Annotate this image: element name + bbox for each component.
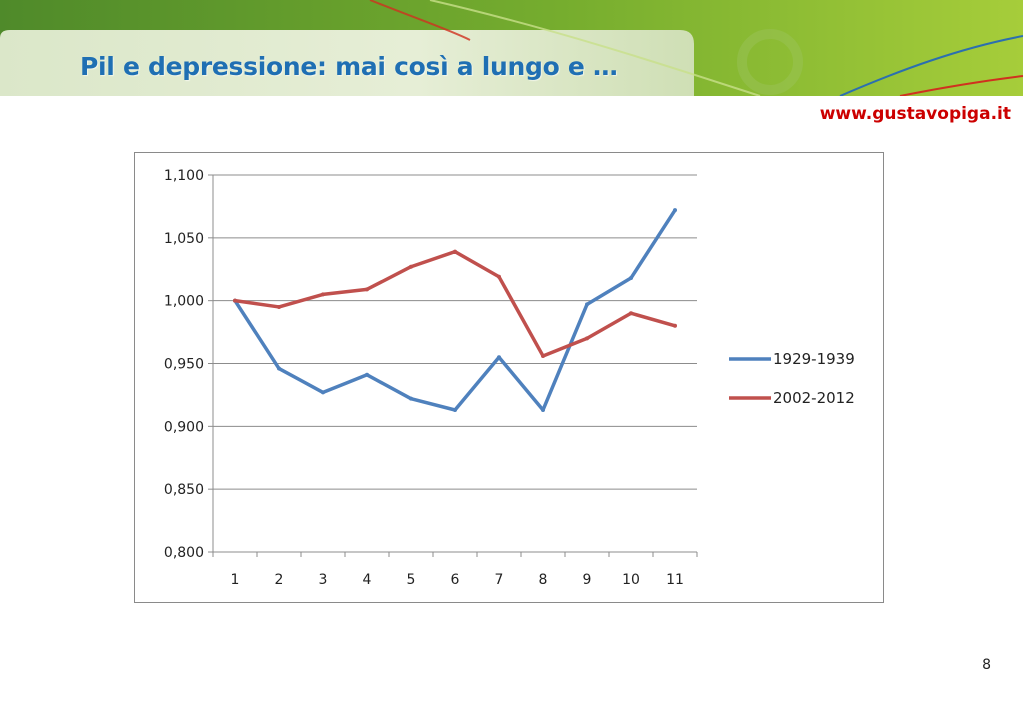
chart-frame: 0,800 0,850 0,900 0,950 1,000 1,050 1,100 1 2 3 4 5… xyxy=(134,152,884,603)
x-tick-label: 10 xyxy=(622,572,640,588)
y-tick-label: 1,100 xyxy=(164,168,204,184)
y-tick-label: 0,950 xyxy=(164,357,204,373)
x-tick-label: 8 xyxy=(539,572,548,588)
data-point-2002-2012 xyxy=(453,249,457,254)
header-banner xyxy=(0,0,1023,96)
y-tick-label: 1,000 xyxy=(164,294,204,310)
data-point-1929-1939 xyxy=(409,396,413,401)
series-line-2002-2012 xyxy=(233,249,677,358)
data-point-2002-2012 xyxy=(541,353,545,358)
data-point-2002-2012 xyxy=(409,264,413,269)
legend-label: 1929-1939 xyxy=(773,350,855,368)
x-tick-label: 9 xyxy=(583,572,592,588)
data-point-1929-1939 xyxy=(453,407,457,412)
slide-title: Pil e depressione: mai così a lungo e … xyxy=(80,52,618,81)
x-tick-label: 2 xyxy=(275,572,284,588)
data-point-1929-1939 xyxy=(541,407,545,412)
data-point-2002-2012 xyxy=(233,298,237,303)
data-point-2002-2012 xyxy=(277,304,281,309)
website-link[interactable]: www.gustavopiga.it xyxy=(819,104,1011,124)
y-tick-label: 0,800 xyxy=(164,545,204,561)
data-point-1929-1939 xyxy=(277,366,281,371)
data-point-1929-1939 xyxy=(673,208,677,213)
series-line-1929-1939 xyxy=(233,208,677,412)
data-point-2002-2012 xyxy=(673,323,677,328)
x-tick-label: 1 xyxy=(231,572,240,588)
page-number: 8 xyxy=(982,657,991,673)
x-tick-label: 7 xyxy=(495,572,504,588)
data-point-2002-2012 xyxy=(497,274,501,279)
data-point-1929-1939 xyxy=(629,276,633,281)
x-tick-label: 11 xyxy=(666,572,684,588)
x-tick-label: 4 xyxy=(363,572,372,588)
data-point-1929-1939 xyxy=(365,372,369,377)
header-logo-watermark xyxy=(737,29,803,95)
data-point-1929-1939 xyxy=(585,302,589,307)
y-tick-label: 0,850 xyxy=(164,482,204,498)
y-tick-label: 1,050 xyxy=(164,231,204,247)
data-point-2002-2012 xyxy=(629,311,633,316)
legend-label: 2002-2012 xyxy=(773,389,855,407)
x-tick-label: 5 xyxy=(407,572,416,588)
data-point-2002-2012 xyxy=(585,336,589,341)
line-chart: 0,800 0,850 0,900 0,950 1,000 1,050 1,100 1 2 3 4 5… xyxy=(164,168,855,588)
data-point-2002-2012 xyxy=(365,287,369,292)
data-point-2002-2012 xyxy=(321,292,325,297)
x-tick-label: 3 xyxy=(319,572,328,588)
header-swoosh xyxy=(429,0,761,96)
y-tick-label: 0,900 xyxy=(164,419,204,435)
data-point-1929-1939 xyxy=(321,390,325,395)
data-point-1929-1939 xyxy=(497,355,501,360)
x-tick-label: 6 xyxy=(451,572,460,588)
